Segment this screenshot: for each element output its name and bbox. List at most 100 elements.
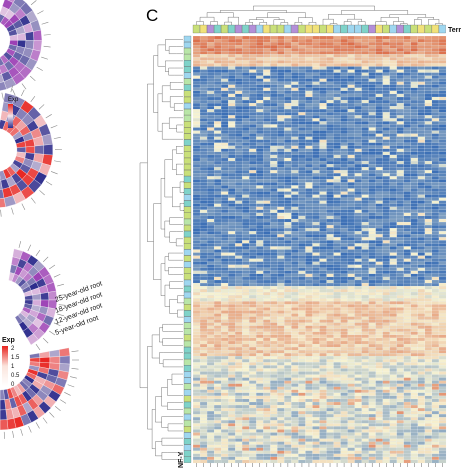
heatmap-cell (417, 215, 426, 220)
heatmap-cell (256, 337, 264, 342)
heatmap-cell (242, 154, 250, 159)
row-annotation-cell (183, 35, 192, 42)
heatmap-cell (389, 301, 397, 305)
heatmap-cell (382, 90, 390, 95)
heatmap-cell (340, 368, 348, 372)
heatmap-cell (192, 173, 201, 177)
heatmap-cell (221, 75, 229, 79)
heatmap-cell (438, 377, 447, 381)
heatmap-cell (326, 289, 334, 293)
heatmap-cell (228, 130, 236, 134)
heatmap-cell (298, 334, 306, 339)
heatmap-cell (375, 51, 383, 55)
heatmap-cell (291, 249, 299, 253)
heatmap-cell (361, 173, 369, 177)
heatmap-cell (235, 240, 243, 244)
heatmap-cell (389, 106, 397, 110)
heatmap-cell (206, 389, 215, 393)
heatmap-cell (431, 112, 440, 116)
heatmap-cell (305, 371, 313, 375)
heatmap-cell (340, 136, 348, 140)
heatmap-cell (305, 78, 313, 82)
ring-tick (12, 430, 15, 438)
heatmap-cell (333, 264, 341, 268)
heatmap-cell (417, 191, 426, 195)
heatmap-cell (305, 325, 313, 329)
heatmap-cell (305, 221, 313, 226)
heatmap-cell (305, 340, 313, 345)
heatmap-cell (375, 383, 383, 387)
heatmap-cell (256, 206, 264, 210)
heatmap-cell (228, 48, 236, 52)
heatmap-cell (361, 371, 369, 375)
heatmap-cell (368, 377, 376, 381)
heatmap-cell (361, 295, 369, 299)
heatmap-cell (424, 218, 433, 223)
heatmap-cell (242, 72, 250, 76)
heatmap-cell (368, 261, 376, 265)
heatmap-cell (368, 112, 376, 116)
heatmap-cell (389, 69, 397, 73)
heatmap-cell (256, 228, 264, 232)
heatmap-cell (214, 301, 222, 305)
heatmap-cell (305, 270, 313, 275)
heatmap-cell (249, 118, 257, 122)
heatmap-cell (242, 124, 250, 128)
heatmap-cell (192, 200, 201, 204)
heatmap-cell (242, 93, 250, 98)
heatmap-cell (333, 289, 341, 293)
heatmap-cell (270, 377, 278, 381)
row-annotation-cell (183, 78, 192, 85)
heatmap-cell (410, 383, 419, 387)
heatmap-cell (235, 212, 243, 217)
heatmap-cell (291, 57, 299, 61)
heatmap-cell (375, 228, 383, 232)
heatmap-cell (270, 133, 278, 137)
heatmap-cell (206, 252, 215, 256)
heatmap-cell (298, 118, 306, 122)
heatmap-cell (431, 221, 440, 226)
heatmap-cell (305, 362, 313, 366)
heatmap-cell (199, 374, 208, 378)
heatmap-cell (214, 368, 222, 372)
heatmap-cell (326, 51, 334, 55)
heatmap-cell (270, 164, 278, 168)
heatmap-cell (284, 160, 292, 165)
heatmap-cell (298, 87, 306, 92)
heatmap-cell (235, 45, 243, 49)
heatmap-cell (263, 197, 271, 201)
heatmap-cell (375, 145, 383, 149)
heatmap-cell (326, 203, 334, 207)
heatmap-cell (361, 221, 369, 226)
heatmap-cell (340, 194, 348, 198)
heatmap-cell (431, 157, 440, 162)
heatmap-cell (347, 69, 355, 73)
heatmap-cell (319, 78, 327, 82)
heatmap-cell (228, 203, 236, 207)
heatmap-cell (410, 328, 419, 332)
heatmap-cell (228, 371, 236, 375)
heatmap-cell (263, 75, 271, 79)
heatmap-cell (312, 203, 320, 207)
heatmap-cell (199, 51, 208, 55)
heatmap-cell (192, 380, 201, 384)
heatmap-cell (326, 209, 334, 214)
heatmap-cell (235, 295, 243, 299)
heatmap-cell (242, 304, 250, 308)
heatmap-cell (403, 60, 411, 64)
heatmap-cell (284, 130, 292, 134)
heatmap-cell (291, 255, 299, 259)
heatmap-cell (235, 69, 243, 73)
heatmap-cell (228, 267, 236, 271)
heatmap-cell (368, 48, 376, 52)
heatmap-cell (319, 112, 327, 116)
heatmap-cell (410, 133, 419, 137)
heatmap-cell (382, 368, 390, 372)
heatmap-cell (333, 353, 341, 357)
row-annotation-cell (183, 286, 192, 293)
heatmap-cell (235, 273, 243, 278)
heatmap-cell (424, 179, 433, 183)
heatmap-cell (228, 368, 236, 372)
heatmap-cell (305, 289, 313, 293)
heatmap-cell (221, 170, 229, 174)
